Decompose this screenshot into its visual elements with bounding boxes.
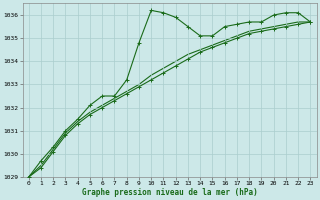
X-axis label: Graphe pression niveau de la mer (hPa): Graphe pression niveau de la mer (hPa) xyxy=(82,188,258,197)
